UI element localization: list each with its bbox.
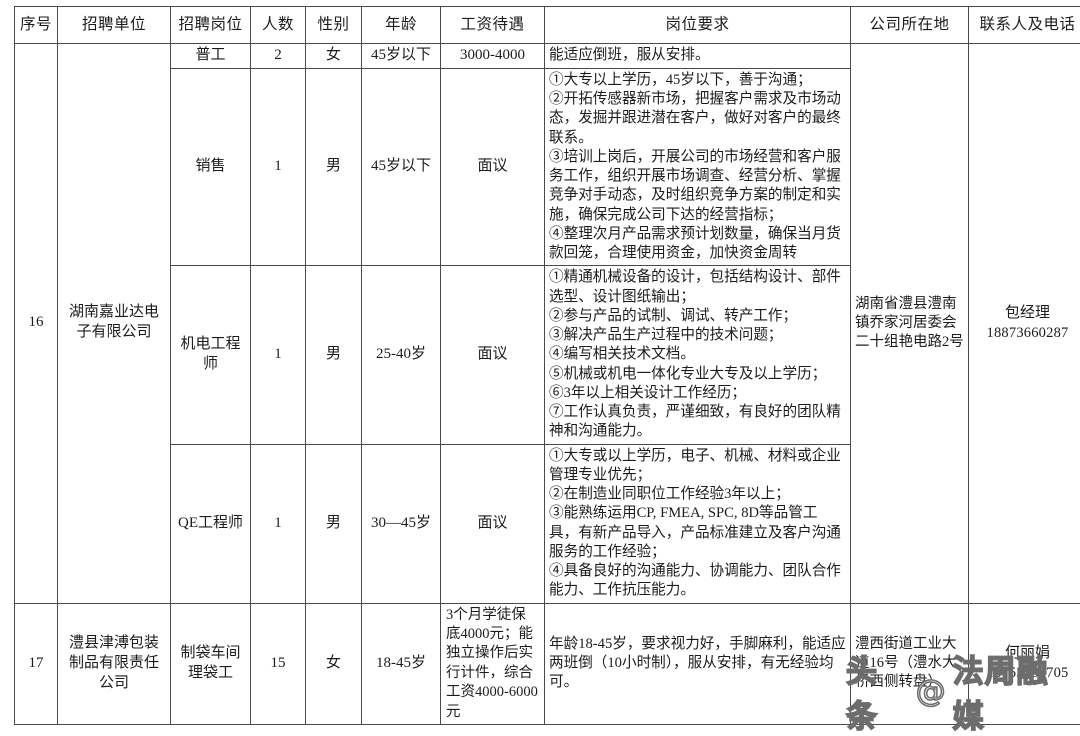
- cell-gender: 女: [306, 603, 362, 725]
- cell-count: 2: [251, 44, 306, 69]
- cell-post: QE工程师: [171, 444, 251, 603]
- cell-post: 销售: [171, 68, 251, 266]
- cell-count: 1: [251, 68, 306, 266]
- cell-age: 18-45岁: [362, 603, 441, 725]
- cell-age: 45岁以下: [362, 44, 441, 69]
- cell-gender: 男: [306, 266, 362, 444]
- cell-requirements: ①大专或以上学历，电子、机械、材料或企业管理专业优先； ②在制造业同职位工作经验…: [545, 444, 851, 603]
- cell-company: 湖南嘉业达电子有限公司: [58, 44, 171, 604]
- cell-post: 制袋车间理袋工: [171, 603, 251, 725]
- header-requirements: 岗位要求: [545, 7, 851, 44]
- table-header: 序号 招聘单位 招聘岗位 人数 性别 年龄 工资待遇 岗位要求 公司所在地 联系…: [15, 7, 1080, 44]
- cell-requirements: 能适应倒班，服从安排。: [545, 44, 851, 69]
- contact-person-name: 包经理: [973, 304, 1080, 324]
- header-gender: 性别: [306, 7, 362, 44]
- cell-index: 17: [15, 603, 58, 725]
- header-age: 年龄: [362, 7, 441, 44]
- cell-salary: 3个月学徒保底4000元；能独立操作后实行计件，综合工资4000-6000元: [441, 603, 545, 725]
- table-body: 16 湖南嘉业达电子有限公司 普工 2 女 45岁以下 3000-4000 能适…: [15, 44, 1080, 725]
- contact-phone-number: 18873660287: [973, 324, 1080, 343]
- recruitment-table: 序号 招聘单位 招聘岗位 人数 性别 年龄 工资待遇 岗位要求 公司所在地 联系…: [14, 6, 1080, 725]
- cell-salary: 面议: [441, 266, 545, 444]
- header-salary: 工资待遇: [441, 7, 545, 44]
- cell-gender: 男: [306, 444, 362, 603]
- cell-age: 45岁以下: [362, 68, 441, 266]
- table-row: 17 澧县津溥包装制品有限责任公司 制袋车间理袋工 15 女 18-45岁 3个…: [15, 603, 1080, 725]
- cell-requirements: 年龄18-45岁，要求视力好，手脚麻利，能适应两班倒（10小时制），服从安排，有…: [545, 603, 851, 725]
- cell-requirements: ①大专以上学历，45岁以下，善于沟通； ②开拓传感器新市场，把握客户需求及市场动…: [545, 68, 851, 266]
- cell-age: 25-40岁: [362, 266, 441, 444]
- cell-salary: 面议: [441, 68, 545, 266]
- table-row: 16 湖南嘉业达电子有限公司 普工 2 女 45岁以下 3000-4000 能适…: [15, 44, 1080, 69]
- cell-age: 30—45岁: [362, 444, 441, 603]
- header-post: 招聘岗位: [171, 7, 251, 44]
- cell-contact: 何丽娟 18153330705: [969, 603, 1080, 725]
- cell-gender: 男: [306, 68, 362, 266]
- header-contact: 联系人及电话: [969, 7, 1080, 44]
- header-place: 公司所在地: [851, 7, 969, 44]
- contact-person-name: 何丽娟: [973, 644, 1080, 664]
- recruitment-sheet: 序号 招聘单位 招聘岗位 人数 性别 年龄 工资待遇 岗位要求 公司所在地 联系…: [14, 6, 1066, 712]
- cell-salary: 3000-4000: [441, 44, 545, 69]
- cell-post: 普工: [171, 44, 251, 69]
- cell-salary: 面议: [441, 444, 545, 603]
- cell-place: 湖南省澧县澧南镇乔家河居委会二十组艳电路2号: [851, 44, 969, 604]
- cell-place: 澧西街道工业大道16号（澧水大桥西侧转盘）: [851, 603, 969, 725]
- cell-requirements: ①精通机械设备的设计，包括结构设计、部件选型、设计图纸输出； ②参与产品的试制、…: [545, 266, 851, 444]
- cell-count: 15: [251, 603, 306, 725]
- contact-phone-number: 18153330705: [973, 664, 1080, 683]
- cell-index: 16: [15, 44, 58, 604]
- cell-count: 1: [251, 444, 306, 603]
- header-count: 人数: [251, 7, 306, 44]
- header-row: 序号 招聘单位 招聘岗位 人数 性别 年龄 工资待遇 岗位要求 公司所在地 联系…: [15, 7, 1080, 44]
- cell-post: 机电工程师: [171, 266, 251, 444]
- cell-gender: 女: [306, 44, 362, 69]
- header-index: 序号: [15, 7, 58, 44]
- cell-contact: 包经理 18873660287: [969, 44, 1080, 604]
- cell-count: 1: [251, 266, 306, 444]
- cell-company: 澧县津溥包装制品有限责任公司: [58, 603, 171, 725]
- header-company: 招聘单位: [58, 7, 171, 44]
